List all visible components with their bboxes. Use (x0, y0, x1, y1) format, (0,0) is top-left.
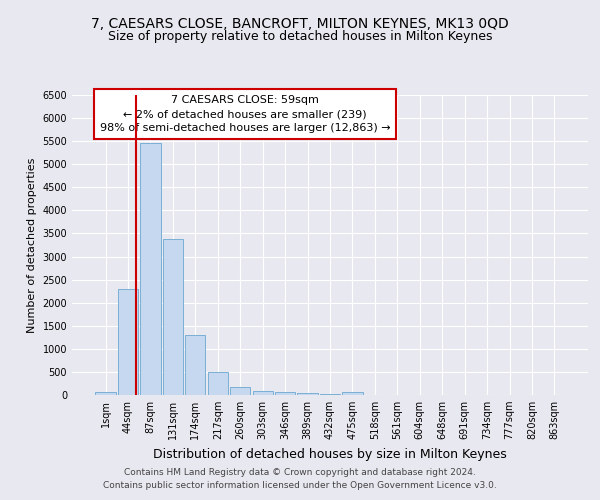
Bar (230, 387, 250, 395)
X-axis label: Distribution of detached houses by size in Milton Keynes: Distribution of detached houses by size … (153, 448, 507, 460)
Bar (185, 336, 205, 395)
Text: 7 CAESARS CLOSE: 59sqm
← 2% of detached houses are smaller (239)
98% of semi-det: 7 CAESARS CLOSE: 59sqm ← 2% of detached … (100, 95, 390, 133)
Bar (118, 289, 138, 395)
Bar (343, 392, 362, 395)
Text: Contains public sector information licensed under the Open Government Licence v3: Contains public sector information licen… (103, 480, 497, 490)
Bar (253, 390, 273, 395)
Bar (275, 392, 295, 395)
Y-axis label: Number of detached properties: Number of detached properties (27, 158, 37, 332)
Bar (208, 372, 228, 395)
Text: Size of property relative to detached houses in Milton Keynes: Size of property relative to detached ho… (108, 30, 492, 43)
Bar (95, 392, 116, 395)
Bar (140, 144, 161, 395)
Bar (298, 394, 317, 395)
Text: 7, CAESARS CLOSE, BANCROFT, MILTON KEYNES, MK13 0QD: 7, CAESARS CLOSE, BANCROFT, MILTON KEYNE… (91, 18, 509, 32)
Text: Contains HM Land Registry data © Crown copyright and database right 2024.: Contains HM Land Registry data © Crown c… (124, 468, 476, 477)
Bar (320, 394, 340, 395)
Bar (163, 240, 183, 395)
